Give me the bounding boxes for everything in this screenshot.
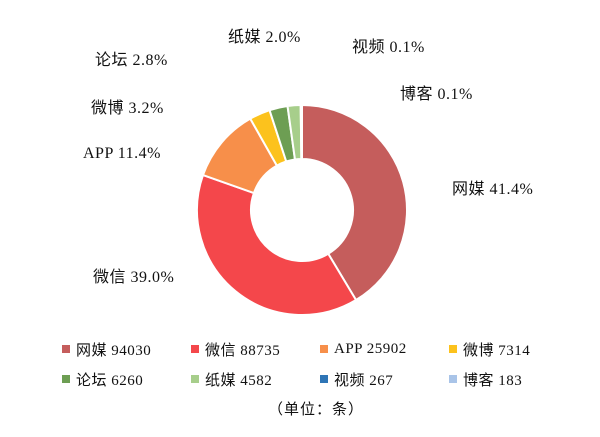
legend-item-boke: 博客 183 [449,369,578,390]
legend-swatch-weixin [191,345,199,353]
legend-swatch-shipin [320,375,328,383]
legend-item-luntan: 论坛 6260 [62,369,191,390]
donut-slice-0 [301,103,408,302]
legend-label-zhimei: 纸媒 4582 [205,372,273,389]
legend-label-luntan: 论坛 6260 [76,372,144,389]
donut-slice-1 [196,173,358,316]
legend-swatch-app [320,345,328,353]
slice-callout-boke: 博客 0.1% [400,86,473,103]
unit-note: （单位：条） [267,402,364,418]
legend-label-app: APP 25902 [334,340,407,357]
legend-item-app: APP 25902 [320,341,449,358]
legend-swatch-wangmei [62,345,70,353]
donut-slice-7 [300,103,303,161]
legend-label-weixin: 微信 88735 [205,342,281,359]
slice-callout-zhimei: 纸媒 2.0% [228,29,301,46]
legend-label-boke: 博客 183 [463,372,523,389]
legend-swatch-weibo [449,345,457,353]
slice-callout-wangmei: 网媒 41.4% [452,181,534,198]
slice-callout-weibo: 微博 3.2% [91,100,164,117]
legend-item-zhimei: 纸媒 4582 [191,369,320,390]
legend-item-weibo: 微博 7314 [449,339,578,360]
slice-callout-shipin: 视频 0.1% [352,39,425,56]
slice-callout-weixin: 微信 39.0% [93,269,175,286]
legend-item-weixin: 微信 88735 [191,339,320,360]
slice-callout-luntan: 论坛 2.8% [95,52,168,69]
legend-label-wangmei: 网媒 94030 [76,342,152,359]
slice-callout-app: APP 11.4% [83,145,161,162]
legend: 网媒 94030 微信 88735 APP 25902 微博 7314 论坛 6… [62,334,578,394]
legend-swatch-luntan [62,375,70,383]
legend-label-weibo: 微博 7314 [463,342,531,359]
legend-item-shipin: 视频 267 [320,369,449,390]
legend-label-shipin: 视频 267 [334,372,394,389]
legend-item-wangmei: 网媒 94030 [62,339,191,360]
legend-swatch-boke [449,375,457,383]
legend-swatch-zhimei [191,375,199,383]
